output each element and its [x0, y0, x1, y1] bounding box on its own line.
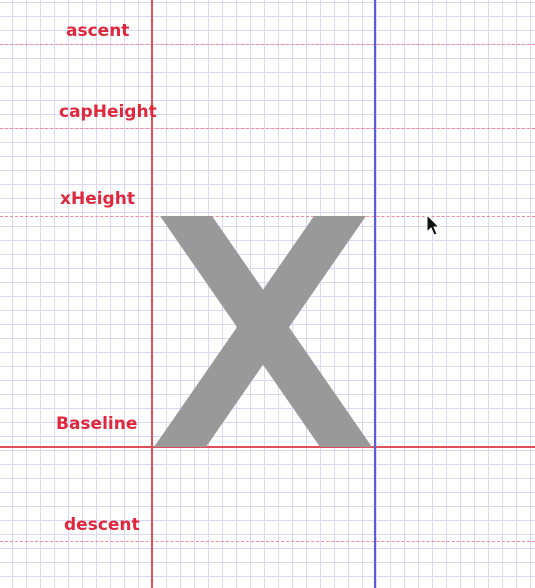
- ascent-line: [0, 44, 535, 45]
- mouse-pointer-icon: [426, 214, 441, 236]
- cap-height-label: capHeight: [59, 102, 157, 122]
- x-height-label: xHeight: [60, 189, 135, 209]
- baseline-line: [0, 446, 535, 448]
- glyph-x-stroke-2: [154, 216, 366, 447]
- ascent-label: ascent: [66, 21, 130, 41]
- descent-label: descent: [64, 515, 140, 535]
- baseline-label: Baseline: [56, 414, 138, 434]
- left-bound-line: [151, 0, 153, 588]
- descent-line: [0, 541, 535, 542]
- cap-height-line: [0, 128, 535, 129]
- advance-width-line: [374, 0, 376, 588]
- x-height-line: [0, 216, 535, 217]
